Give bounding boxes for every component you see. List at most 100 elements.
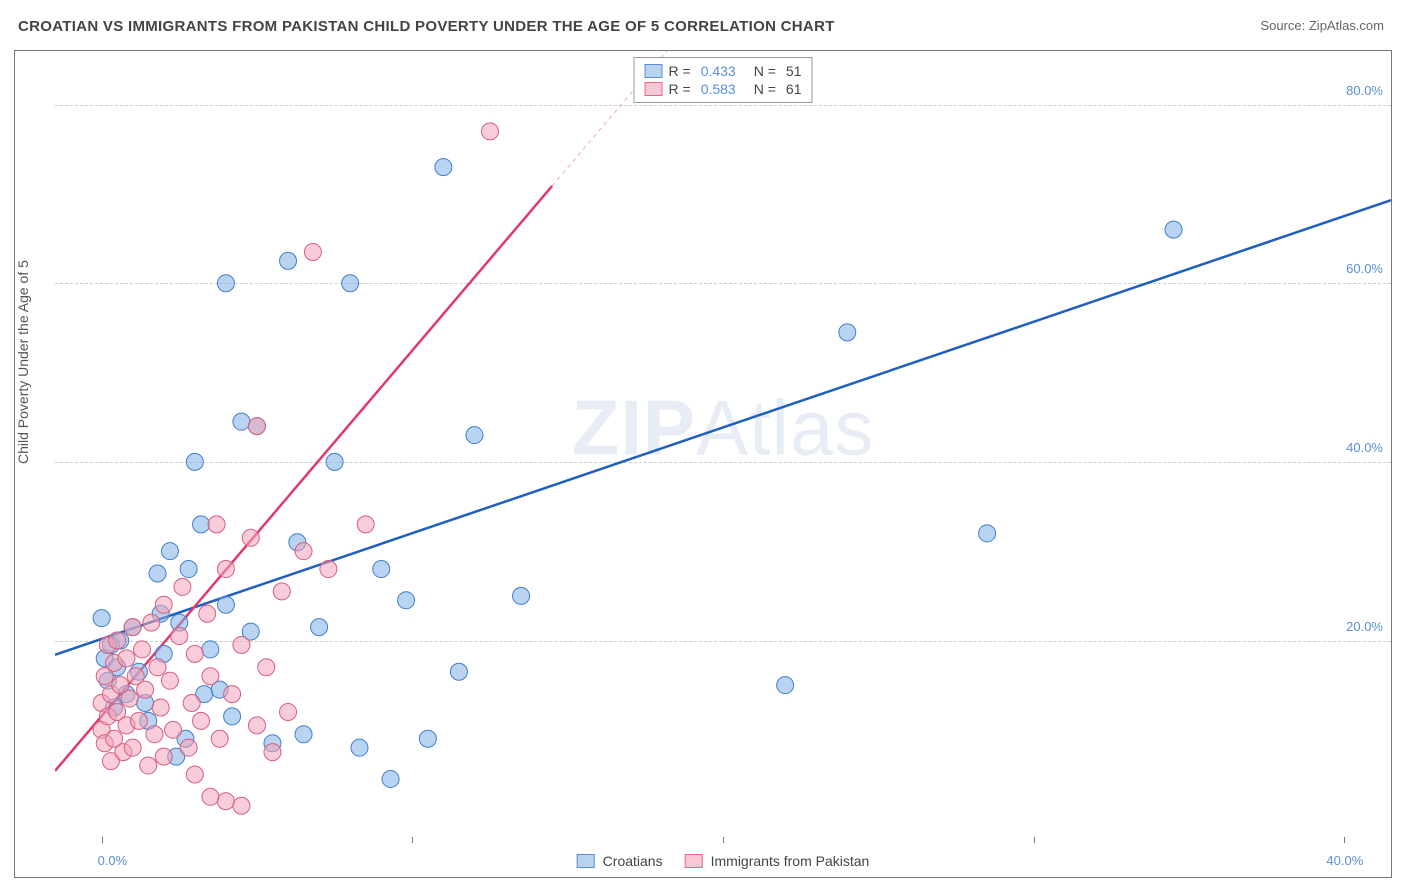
watermark: ZIPAtlas bbox=[572, 383, 875, 474]
scatter-marker bbox=[155, 645, 172, 662]
y-axis-title: Child Poverty Under the Age of 5 bbox=[15, 260, 31, 464]
scatter-marker bbox=[124, 619, 141, 636]
scatter-marker bbox=[155, 596, 172, 613]
scatter-marker bbox=[161, 672, 178, 689]
scatter-marker bbox=[140, 757, 157, 774]
scatter-marker bbox=[118, 717, 135, 734]
scatter-marker bbox=[140, 712, 157, 729]
n-label: N = bbox=[754, 81, 776, 97]
x-tick-label: 40.0% bbox=[1326, 853, 1363, 868]
legend-swatch bbox=[577, 854, 595, 868]
series-legend-item: Immigrants from Pakistan bbox=[685, 853, 870, 869]
scatter-marker bbox=[127, 668, 144, 685]
scatter-marker bbox=[112, 677, 129, 694]
scatter-marker bbox=[196, 686, 213, 703]
scatter-marker bbox=[295, 543, 312, 560]
scatter-marker bbox=[398, 592, 415, 609]
scatter-marker bbox=[311, 619, 328, 636]
scatter-marker bbox=[320, 561, 337, 578]
scatter-marker bbox=[273, 583, 290, 600]
y-tick-label: 60.0% bbox=[1346, 261, 1383, 276]
series-legend-label: Immigrants from Pakistan bbox=[711, 853, 870, 869]
series-legend-item: Croatians bbox=[577, 853, 663, 869]
scatter-marker bbox=[106, 654, 123, 671]
scatter-marker bbox=[513, 587, 530, 604]
scatter-marker bbox=[152, 605, 169, 622]
scatter-marker bbox=[149, 659, 166, 676]
series-legend-label: Croatians bbox=[603, 853, 663, 869]
chart-container: Child Poverty Under the Age of 5 ZIPAtla… bbox=[14, 50, 1392, 878]
correlation-legend-row: R =0.583N =61 bbox=[645, 80, 802, 98]
legend-swatch bbox=[685, 854, 703, 868]
scatter-marker bbox=[450, 663, 467, 680]
scatter-marker bbox=[180, 561, 197, 578]
scatter-marker bbox=[202, 668, 219, 685]
scatter-marker bbox=[99, 672, 116, 689]
y-tick-label: 80.0% bbox=[1346, 83, 1383, 98]
scatter-marker bbox=[168, 748, 185, 765]
scatter-marker bbox=[777, 677, 794, 694]
scatter-marker bbox=[180, 739, 197, 756]
scatter-marker bbox=[96, 668, 113, 685]
gridline bbox=[55, 283, 1391, 284]
scatter-marker bbox=[99, 636, 116, 653]
scatter-marker bbox=[466, 427, 483, 444]
scatter-marker bbox=[171, 614, 188, 631]
watermark-rest: Atlas bbox=[696, 384, 874, 472]
legend-swatch bbox=[645, 82, 663, 96]
scatter-marker bbox=[202, 641, 219, 658]
scatter-marker bbox=[382, 770, 399, 787]
scatter-marker bbox=[155, 748, 172, 765]
scatter-marker bbox=[264, 744, 281, 761]
trend-line bbox=[55, 200, 1391, 655]
scatter-marker bbox=[106, 699, 123, 716]
watermark-bold: ZIP bbox=[572, 384, 696, 472]
r-value: 0.583 bbox=[701, 81, 736, 97]
series-legend: Croatians Immigrants from Pakistan bbox=[577, 853, 870, 869]
x-axis-area: 0.0% 40.0% Croatians Immigrants from Pakis… bbox=[55, 837, 1391, 877]
scatter-marker bbox=[211, 681, 228, 698]
scatter-marker bbox=[242, 623, 259, 640]
gridline bbox=[55, 641, 1391, 642]
scatter-marker bbox=[233, 636, 250, 653]
scatter-marker bbox=[351, 739, 368, 756]
scatter-marker bbox=[224, 686, 241, 703]
x-tick-label: 0.0% bbox=[98, 853, 128, 868]
scatter-marker bbox=[93, 721, 110, 738]
n-label: N = bbox=[754, 63, 776, 79]
correlation-legend-row: R =0.433N =51 bbox=[645, 62, 802, 80]
r-value: 0.433 bbox=[701, 63, 736, 79]
scatter-marker bbox=[258, 659, 275, 676]
scatter-marker bbox=[109, 703, 126, 720]
scatter-marker bbox=[115, 744, 132, 761]
plot-area: ZIPAtlas 20.0% 40.0% 60.0% 80.0% R = 0.433 N … bbox=[55, 51, 1391, 837]
scatter-marker bbox=[242, 529, 259, 546]
scatter-marker bbox=[102, 686, 119, 703]
scatter-marker bbox=[233, 413, 250, 430]
scatter-marker bbox=[99, 708, 116, 725]
scatter-marker bbox=[143, 614, 160, 631]
scatter-marker bbox=[109, 659, 126, 676]
trend-lines bbox=[55, 51, 1391, 837]
gridline bbox=[55, 105, 1391, 106]
scatter-marker bbox=[161, 543, 178, 560]
scatter-marker bbox=[93, 610, 110, 627]
scatter-marker bbox=[217, 561, 234, 578]
y-tick-label: 20.0% bbox=[1346, 619, 1383, 634]
scatter-marker bbox=[130, 712, 147, 729]
gridline bbox=[55, 462, 1391, 463]
correlation-legend: R =0.433N =51R =0.583N =61 bbox=[634, 57, 813, 103]
scatter-marker bbox=[96, 735, 113, 752]
r-label: R = bbox=[669, 63, 691, 79]
scatter-marker bbox=[149, 565, 166, 582]
y-tick-label: 40.0% bbox=[1346, 440, 1383, 455]
scatter-marker bbox=[137, 695, 154, 712]
scatter-marker bbox=[481, 123, 498, 140]
scatter-points bbox=[55, 51, 1391, 837]
r-label: R = bbox=[669, 81, 691, 97]
scatter-marker bbox=[96, 650, 113, 667]
scatter-marker bbox=[133, 641, 150, 658]
scatter-marker bbox=[93, 695, 110, 712]
scatter-marker bbox=[152, 699, 169, 716]
scatter-marker bbox=[304, 243, 321, 260]
